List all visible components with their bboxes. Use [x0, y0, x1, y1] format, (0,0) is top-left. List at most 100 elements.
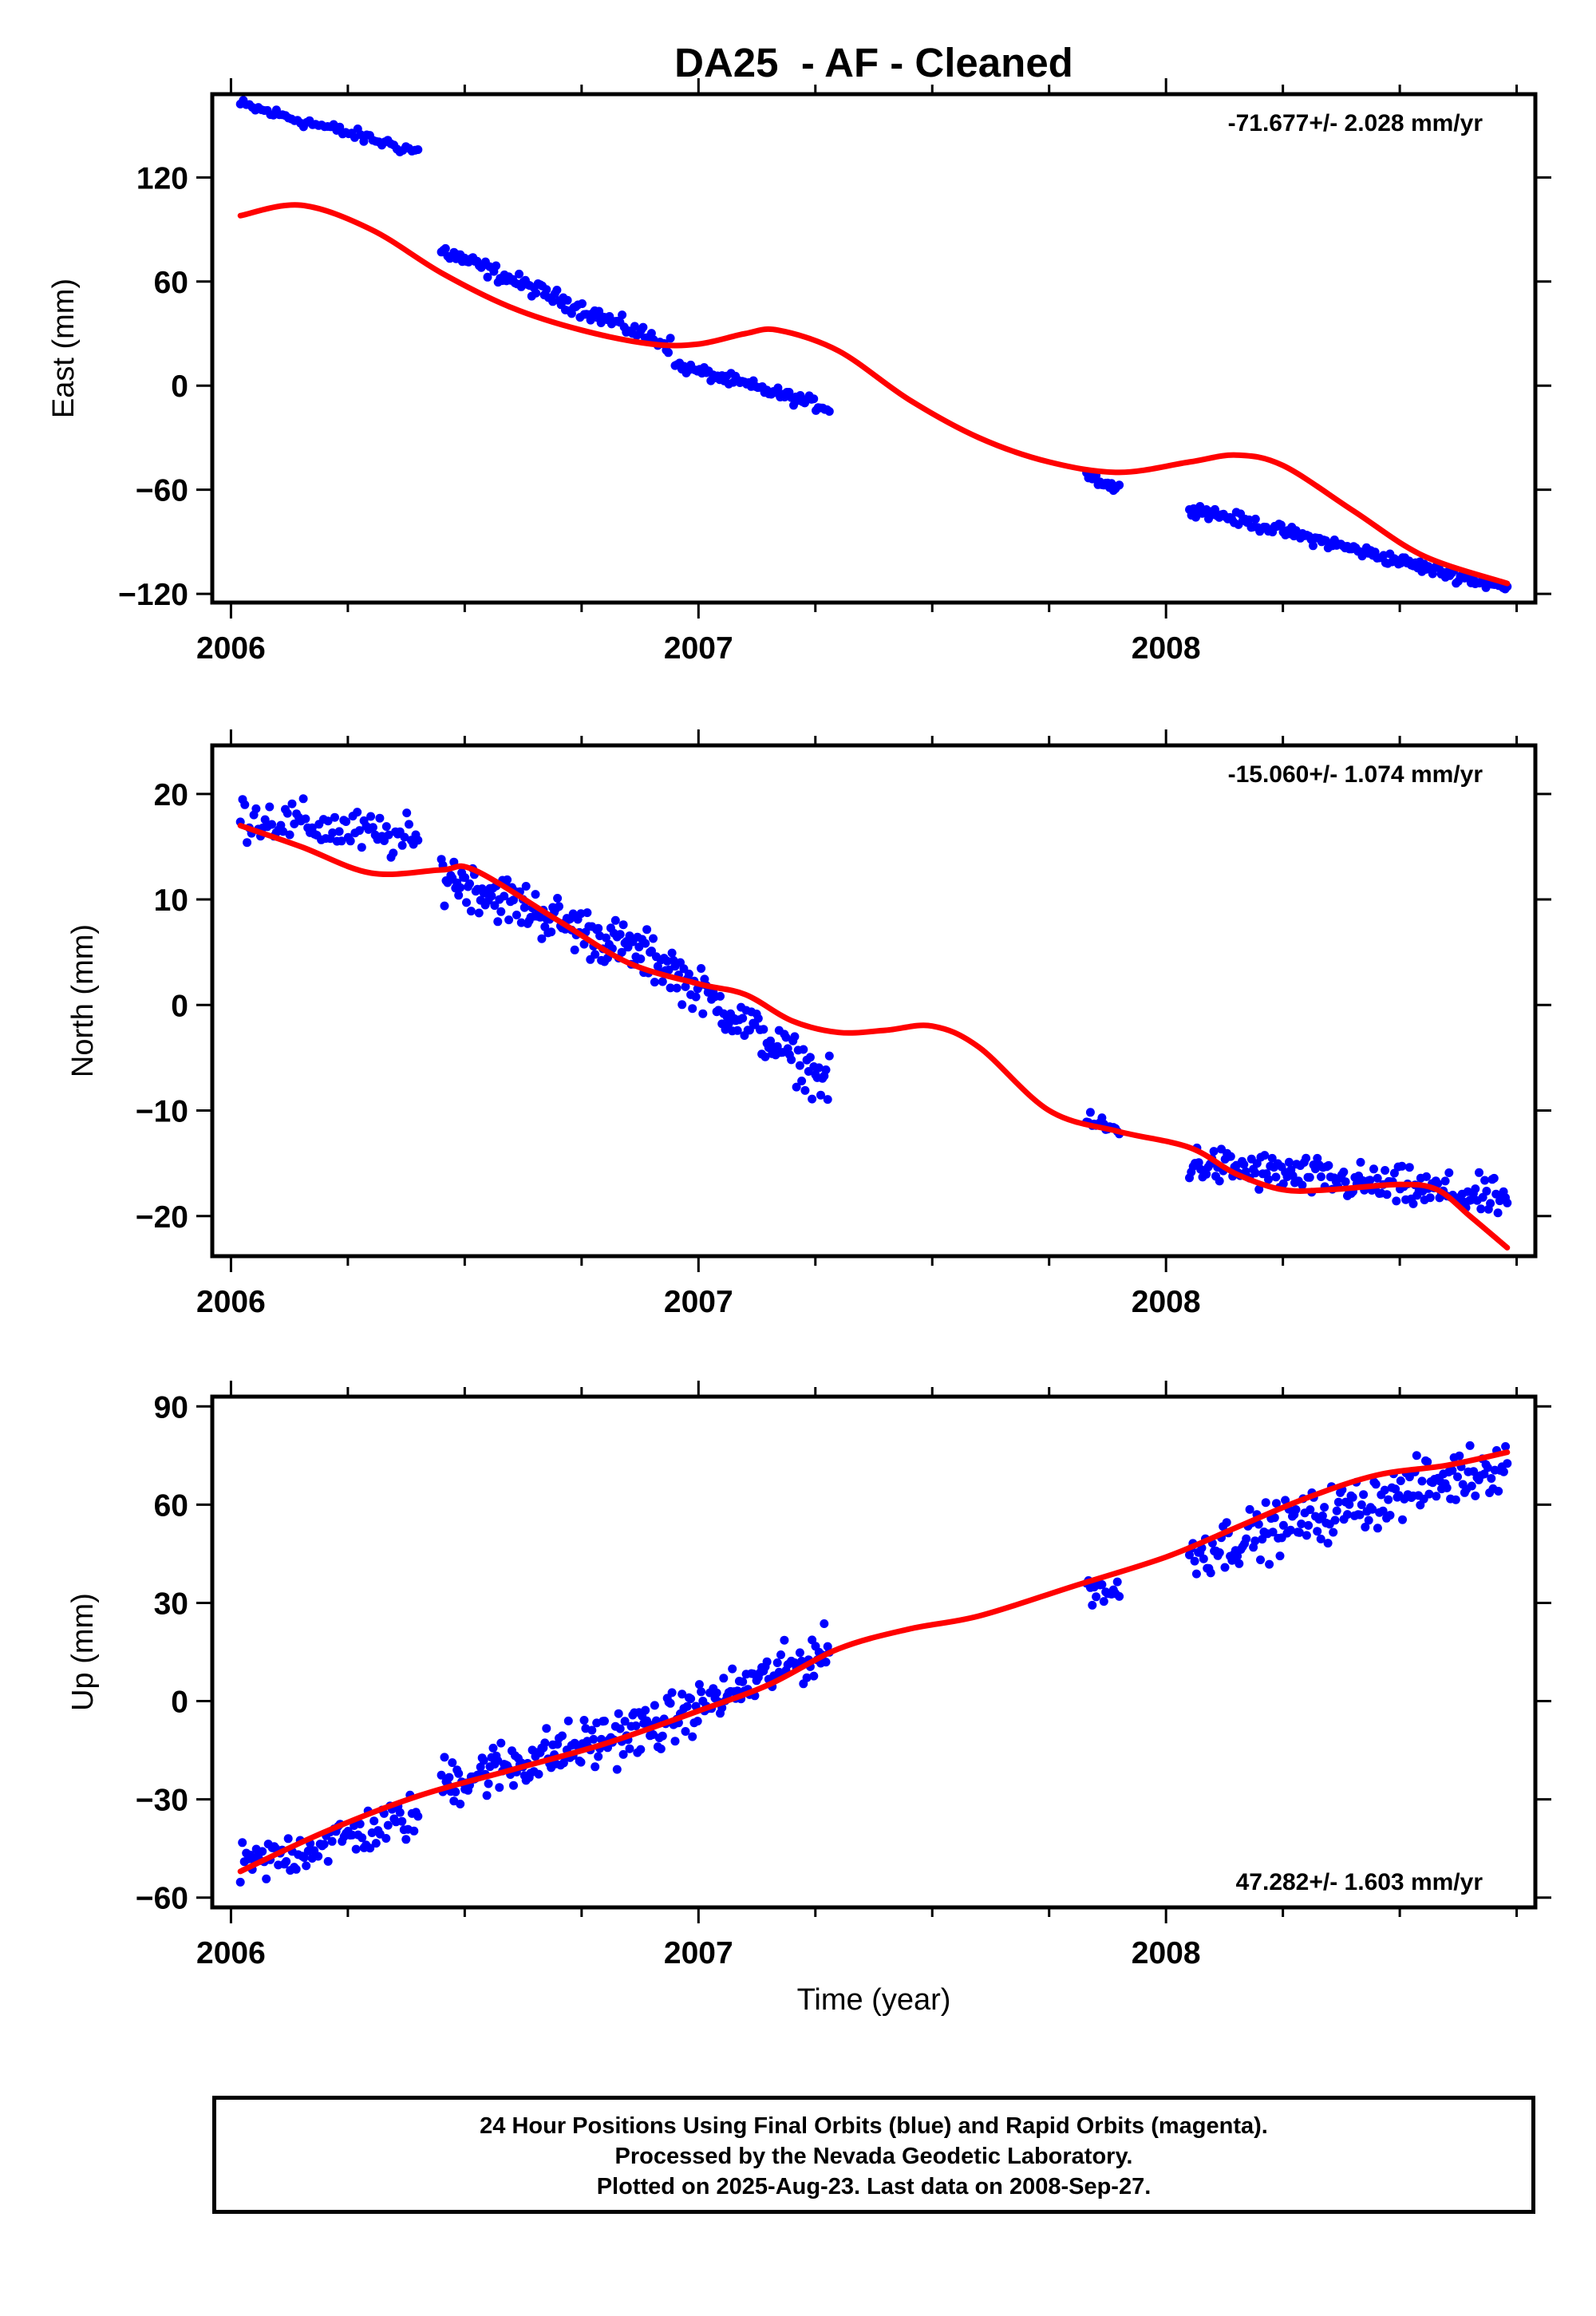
- data-point: [698, 1009, 708, 1018]
- data-point: [1265, 1559, 1274, 1569]
- footer-line-2: Processed by the Nevada Geodetic Laborat…: [614, 2144, 1133, 2169]
- data-point: [454, 891, 464, 900]
- data-point: [614, 1709, 623, 1718]
- data-point: [258, 1847, 267, 1856]
- data-point: [1487, 1474, 1496, 1483]
- data-point: [1191, 1569, 1201, 1579]
- data-point: [1199, 1554, 1208, 1563]
- data-point: [368, 823, 377, 832]
- data-point: [1343, 1510, 1352, 1520]
- data-point: [1115, 480, 1124, 490]
- data-point: [615, 930, 625, 939]
- chart-title: DA25 - AF - Cleaned: [674, 40, 1073, 85]
- data-point: [298, 794, 308, 804]
- data-point: [1384, 1495, 1393, 1504]
- data-point: [1425, 1193, 1435, 1203]
- y-tick-label: −60: [136, 1882, 188, 1916]
- data-point: [519, 903, 529, 912]
- data-point: [1333, 1497, 1343, 1507]
- data-point: [1503, 1459, 1512, 1468]
- data-point: [1317, 1172, 1325, 1181]
- data-point: [1242, 1534, 1251, 1543]
- x-tick-label: 2007: [664, 1936, 733, 1970]
- data-point: [809, 394, 819, 404]
- data-point: [1378, 1506, 1388, 1516]
- data-point: [617, 947, 626, 957]
- data-point: [359, 136, 369, 146]
- data-point: [1088, 1600, 1097, 1610]
- data-point: [1381, 1166, 1390, 1175]
- data-point: [413, 836, 423, 845]
- data-point: [542, 285, 551, 294]
- data-point: [1329, 1528, 1338, 1537]
- data-point: [1453, 1472, 1462, 1481]
- data-point: [712, 1688, 721, 1697]
- data-point: [738, 1014, 748, 1023]
- data-point: [656, 1744, 666, 1753]
- data-point: [795, 1061, 804, 1070]
- data-point: [762, 1657, 772, 1666]
- y-tick-label: 20: [154, 778, 188, 812]
- data-point: [1298, 1180, 1307, 1190]
- y-tick-label: 90: [154, 1390, 188, 1425]
- data-point: [1483, 1463, 1492, 1472]
- data-point: [1503, 1198, 1512, 1207]
- data-point: [594, 1752, 603, 1761]
- data-point: [558, 1731, 567, 1741]
- data-point: [716, 991, 725, 1001]
- data-point: [319, 1840, 329, 1849]
- data-point: [1442, 1483, 1452, 1492]
- data-point: [1404, 1163, 1414, 1172]
- data-point: [1304, 1520, 1314, 1530]
- data-point: [500, 891, 509, 901]
- data-point: [440, 901, 449, 911]
- data-point: [335, 122, 345, 132]
- data-point: [650, 1701, 659, 1710]
- data-point: [1245, 1504, 1254, 1514]
- data-point: [620, 1717, 630, 1726]
- data-point: [1455, 1451, 1464, 1460]
- data-point: [1250, 514, 1260, 524]
- data-point: [375, 813, 385, 823]
- data-point: [1389, 1168, 1399, 1178]
- data-point: [1190, 1556, 1199, 1566]
- fit-curve: [237, 823, 1511, 1251]
- data-point: [1448, 1466, 1457, 1475]
- data-point: [1226, 1152, 1235, 1161]
- data-point: [451, 1787, 460, 1796]
- data-point: [1380, 1485, 1389, 1495]
- y-tick-label: −60: [136, 474, 188, 508]
- data-point: [693, 1717, 702, 1726]
- y-tick-label: 0: [171, 1686, 188, 1720]
- data-point: [395, 1808, 405, 1817]
- data-point: [563, 1716, 573, 1725]
- data-point: [1233, 1551, 1242, 1561]
- data-point: [509, 1780, 518, 1790]
- data-point: [618, 1749, 628, 1759]
- x-tick-label: 2007: [664, 1285, 733, 1319]
- data-point: [444, 1773, 454, 1782]
- data-point: [602, 933, 610, 943]
- data-point: [462, 898, 471, 907]
- data-point: [618, 310, 627, 320]
- data-point: [1112, 1577, 1122, 1587]
- data-point: [678, 1000, 687, 1010]
- data-point: [1391, 1484, 1400, 1494]
- data-point: [483, 272, 492, 282]
- data-point: [678, 1690, 687, 1699]
- data-point: [658, 1731, 667, 1741]
- data-point: [1324, 1160, 1333, 1170]
- data-point: [790, 1032, 800, 1041]
- data-point: [334, 827, 344, 836]
- data-point: [448, 1758, 457, 1768]
- data-point: [1267, 1153, 1277, 1163]
- data-point: [369, 1816, 379, 1826]
- data-point: [649, 934, 658, 943]
- data-point: [808, 1094, 817, 1104]
- footer-line-3: Plotted on 2025-Aug-23. Last data on 200…: [596, 2174, 1152, 2199]
- data-point: [824, 1051, 834, 1061]
- data-point: [531, 890, 540, 899]
- data-point: [805, 1053, 815, 1062]
- data-point: [537, 934, 547, 943]
- data-point: [1424, 1489, 1434, 1499]
